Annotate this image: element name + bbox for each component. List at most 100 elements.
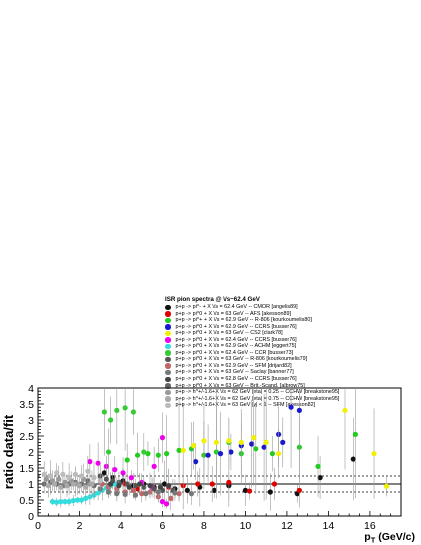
data-point [180, 447, 186, 453]
data-point [168, 495, 174, 501]
data-point [112, 467, 118, 473]
data-point [383, 483, 390, 489]
legend-marker [165, 389, 171, 396]
data-point [269, 451, 275, 457]
data-point [70, 481, 76, 487]
legend-label: p+p -> h^+/-1.6+X \/s = 62 GeV |eta| = 0… [175, 395, 340, 402]
data-point [145, 451, 151, 457]
legend-marker [165, 343, 171, 350]
legend-marker [165, 330, 171, 337]
data-point [114, 407, 120, 413]
legend-marker [165, 356, 171, 363]
data-point [58, 499, 64, 505]
data-point [43, 476, 49, 482]
data-point [132, 492, 139, 498]
legend-marker [165, 363, 171, 369]
data-point [87, 494, 93, 500]
data-point [155, 452, 161, 458]
x-tick-label: 12 [281, 520, 293, 532]
x-tick-label: 0 [35, 520, 41, 532]
data-point [101, 470, 107, 476]
data-point [296, 407, 302, 413]
y-tick-label: 1.5 [19, 463, 34, 475]
data-point [209, 481, 215, 487]
data-marks [41, 388, 390, 511]
data-point [172, 490, 178, 496]
legend-label: p+p -> pi^0 + X \/s = 63 GeV -- R-806 [k… [175, 356, 308, 363]
data-point [242, 487, 249, 493]
legend-entry: p+p -> pi^0 + X \/s = 62.4 GeV -- CCRS [… [159, 337, 421, 344]
data-point [226, 438, 232, 444]
data-point [371, 451, 377, 457]
data-point [54, 470, 60, 476]
legend-entry: p+p -> pi^0 + X \/s = 63 GeV -- AFS [ake… [159, 311, 421, 318]
legend-title: ISR pion spectra @ \/s~62.4 GeV [165, 296, 260, 303]
y-tick-label: 2 [28, 447, 34, 459]
data-point [317, 475, 323, 481]
data-point [134, 452, 141, 458]
legend-label: p+p -> pi^0 + X \/s = 63 GeV -- CS2 [cla… [175, 330, 283, 337]
data-point [184, 487, 190, 493]
legend-entry: p+p -> pi^+ + X \/s = 62.9 GeV -- R-806 … [159, 317, 421, 324]
x-tick-label: 8 [201, 520, 207, 532]
data-point [315, 463, 321, 469]
data-point [83, 484, 89, 490]
data-point [201, 438, 207, 444]
data-point [176, 447, 182, 453]
legend-label: p+p -> pi^0 + X \/s = 63 GeV -- Saclay [… [175, 369, 294, 376]
data-point [139, 491, 145, 497]
y-axis-label: ratio data/fit [1, 414, 16, 489]
data-point [89, 481, 95, 487]
legend-label: p+p -> pi^+ + X \/s = 62.9 GeV -- R-806 … [175, 317, 312, 324]
data-point [246, 488, 253, 494]
legend-entry: p+p -> pi^0 + X \/s = 63 GeV -- R-806 [k… [159, 356, 421, 363]
x-tick-label: 10 [240, 520, 252, 532]
data-point [91, 475, 97, 481]
data-point [126, 484, 132, 490]
data-point [288, 404, 294, 410]
y-tick-label: 1 [28, 479, 34, 491]
legend-entry: p+p -> pi^- + X \/s = 62.4 GeV -- CMOR [… [159, 304, 421, 311]
data-point [228, 449, 234, 455]
data-point [161, 481, 168, 487]
data-point [190, 443, 197, 449]
legend-entry: p+p -> h^+/-1.6+X \/s = 63 GeV |y| < 1 -… [159, 402, 421, 409]
data-point [124, 457, 130, 463]
legend-label: p+p -> pi^0 + X \/s = 62.4 GeV -- CCR [b… [175, 349, 294, 356]
series-4 [180, 388, 390, 500]
data-point [116, 483, 122, 489]
legend-rows: p+p -> pi^- + X \/s = 62.4 GeV -- CMOR [… [159, 304, 421, 409]
legend-entry: p+p -> pi^0 + X \/s = 62.9 GeV -- CCRS [… [159, 324, 421, 331]
data-point [211, 487, 217, 493]
legend-marker [165, 350, 171, 356]
legend-label: p+p -> pi^0 + X \/s = 62.4 GeV -- CCRS [… [175, 336, 297, 343]
legend-entry: p+p -> pi^0 + X \/s = 63 GeV -- Brit.-Sc… [159, 383, 421, 390]
legend-marker [165, 304, 171, 311]
data-point [47, 473, 54, 479]
series-7 [101, 388, 147, 476]
data-point [205, 452, 211, 458]
data-point [263, 439, 269, 445]
legend-entry: p+p -> h^+/-1.6+X \/s = 62 GeV |eta| = 0… [159, 389, 421, 396]
data-point [147, 483, 153, 489]
x-tick-label: 2 [77, 520, 83, 532]
legend-entry: p+p -> pi^0 + X \/s = 62.9 GeV -- ACHM [… [159, 343, 421, 350]
data-point [41, 471, 47, 477]
data-point [141, 449, 147, 455]
data-point [137, 481, 143, 487]
legend-label: p+p -> pi^0 + X \/s = 63 GeV -- Brit.-Sc… [175, 382, 305, 389]
data-point [105, 489, 112, 495]
data-point [238, 439, 244, 445]
data-point [76, 483, 83, 489]
data-point [213, 439, 219, 445]
data-point [64, 483, 70, 489]
y-tick-label: 2.5 [19, 431, 34, 443]
series-15 [41, 455, 103, 494]
data-point [128, 475, 134, 481]
legend-marker [165, 396, 171, 402]
data-point [108, 481, 114, 487]
data-point [280, 439, 286, 445]
data-point [114, 491, 120, 497]
data-point [78, 473, 85, 479]
